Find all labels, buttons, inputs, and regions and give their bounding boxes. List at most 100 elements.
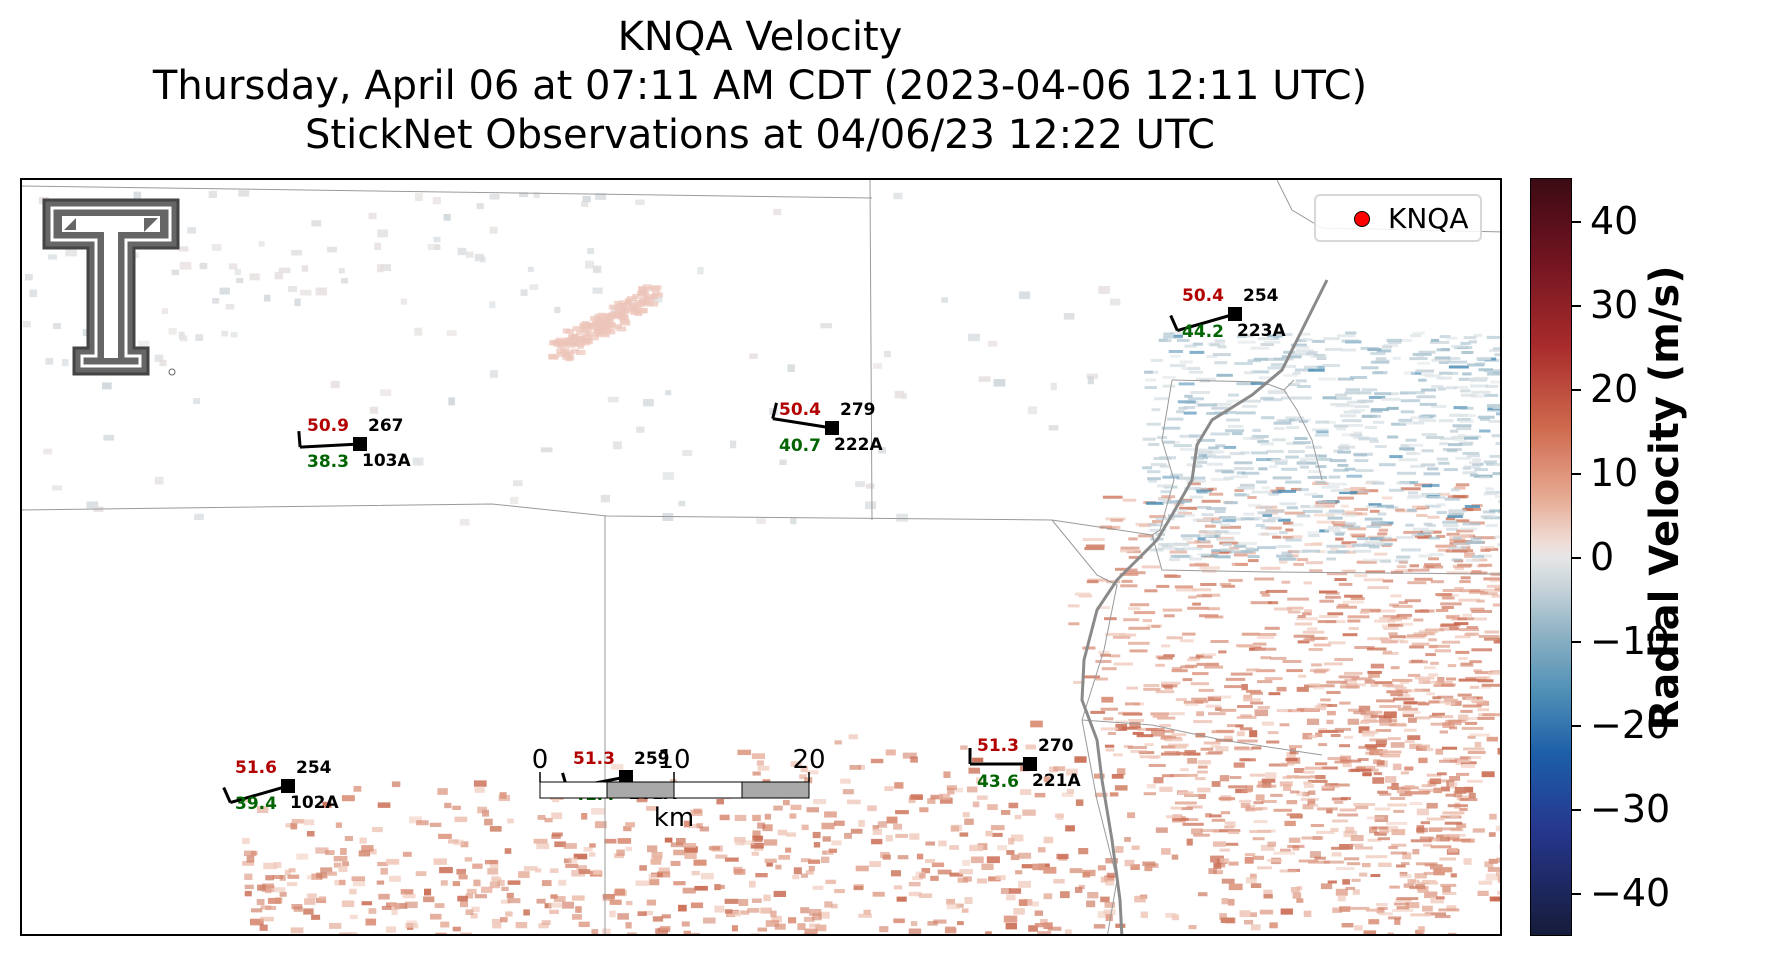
radar-echo: [1337, 334, 1356, 338]
radar-echo: [1496, 857, 1500, 863]
radar-echo: [1374, 392, 1392, 396]
radar-echo: [1298, 859, 1319, 863]
radar-echo: [1015, 870, 1023, 875]
radar-echo: [1412, 505, 1428, 509]
radar-echo: [1459, 406, 1474, 410]
radar-echo: [1245, 877, 1257, 884]
radar-echo: [303, 819, 315, 826]
radar-echo: [1133, 611, 1156, 615]
radar-echo: [1311, 339, 1325, 343]
radar-echo: [1162, 608, 1183, 612]
radar-echo: [1337, 463, 1349, 467]
radar-echo: [1358, 705, 1371, 712]
radar-echo: [1350, 376, 1368, 379]
radar-echo: [582, 195, 591, 203]
radar-echo: [724, 909, 733, 914]
radar-echo: [1414, 577, 1433, 581]
radar-map[interactable]: 50.9 267 38.3 103A 50.4 279 40.7 222A 50.4 254 44.…: [20, 178, 1502, 936]
radar-echo: [921, 868, 931, 874]
radar-echo: [1494, 535, 1500, 539]
radar-echo: [544, 903, 552, 909]
radar-echo: [1448, 512, 1465, 516]
radar-echo: [1428, 496, 1446, 499]
wind-barb-flag: [1169, 314, 1179, 332]
radar-echo: [1234, 461, 1253, 465]
radar-echo: [799, 774, 807, 780]
radar-echo: [1115, 846, 1124, 853]
radar-echo: [1452, 838, 1471, 842]
radar-echo: [1307, 531, 1320, 535]
radar-echo: [895, 833, 908, 838]
radar-echo: [1197, 787, 1211, 793]
radar-echo: [1290, 343, 1307, 347]
radar-echo: [1197, 760, 1211, 765]
radar-echo: [1126, 686, 1138, 690]
radar-echo: [1366, 908, 1379, 912]
radar-echo: [1463, 633, 1476, 637]
radar-echo: [1442, 596, 1455, 600]
radar-echo: [1163, 654, 1175, 658]
radar-echo: [1149, 515, 1166, 519]
radar-echo: [179, 335, 188, 342]
radar-echo: [870, 758, 884, 764]
radar-echo: [990, 825, 1005, 831]
radar-echo: [1485, 487, 1494, 491]
radar-echo: [1399, 681, 1410, 685]
radar-echo: [1350, 408, 1366, 412]
radar-echo: [1236, 471, 1246, 475]
radar-echo: [1459, 580, 1471, 584]
radar-echo: [930, 794, 944, 800]
radar-echo: [1294, 345, 1310, 349]
radar-echo: [1436, 348, 1451, 352]
radar-echo: [1259, 506, 1273, 510]
radar-echo: [430, 913, 442, 920]
radar-echo: [1370, 683, 1379, 687]
radar-echo: [885, 835, 893, 842]
radar-echo: [1445, 702, 1456, 706]
wind-barb-flag: [771, 402, 778, 419]
radar-echo: [1251, 370, 1270, 374]
radar-echo: [1382, 754, 1400, 758]
radar-echo: [649, 301, 659, 307]
radar-echo: [284, 869, 291, 876]
radar-echo: [1268, 763, 1288, 767]
radar-echo: [1484, 393, 1499, 397]
radar-echo: [1355, 846, 1373, 850]
radar-echo: [1439, 730, 1448, 734]
radar-echo: [1301, 836, 1324, 840]
radar-echo: [1414, 609, 1429, 613]
radar-echo: [1146, 501, 1164, 505]
radar-echo: [1279, 781, 1293, 787]
radar-echo: [187, 227, 197, 234]
radar-echo: [1253, 820, 1268, 824]
radar-echo: [1229, 550, 1249, 554]
radar-echo: [1446, 905, 1457, 911]
radar-echo: [1462, 372, 1472, 376]
radar-echo: [676, 838, 686, 845]
radar-echo: [351, 876, 366, 882]
radar-echo: [549, 868, 559, 874]
radar-echo: [1393, 697, 1415, 701]
radar-echo: [1043, 836, 1054, 844]
radar-echo: [1132, 731, 1144, 735]
radar-echo: [691, 870, 700, 876]
radar-echo: [43, 448, 53, 455]
radar-echo: [1447, 804, 1468, 808]
radar-echo: [1455, 456, 1472, 460]
radar-echo: [1377, 536, 1392, 540]
radar-echo: [1464, 465, 1481, 469]
radar-echo: [377, 861, 389, 867]
radar-echo: [1417, 361, 1430, 365]
radar-echo: [1229, 452, 1245, 456]
radar-echo: [1432, 712, 1445, 716]
radar-echo: [1319, 615, 1339, 618]
radar-echo: [171, 269, 180, 276]
radar-echo: [1270, 363, 1284, 367]
radar-echo: [1241, 399, 1262, 403]
station-temperature: 51.3: [977, 736, 1019, 756]
radar-echo: [1161, 752, 1181, 756]
scale-segment-2: [606, 781, 675, 799]
radar-echo: [1180, 768, 1189, 772]
radar-echo: [1496, 491, 1500, 494]
radar-echo: [1451, 344, 1468, 348]
